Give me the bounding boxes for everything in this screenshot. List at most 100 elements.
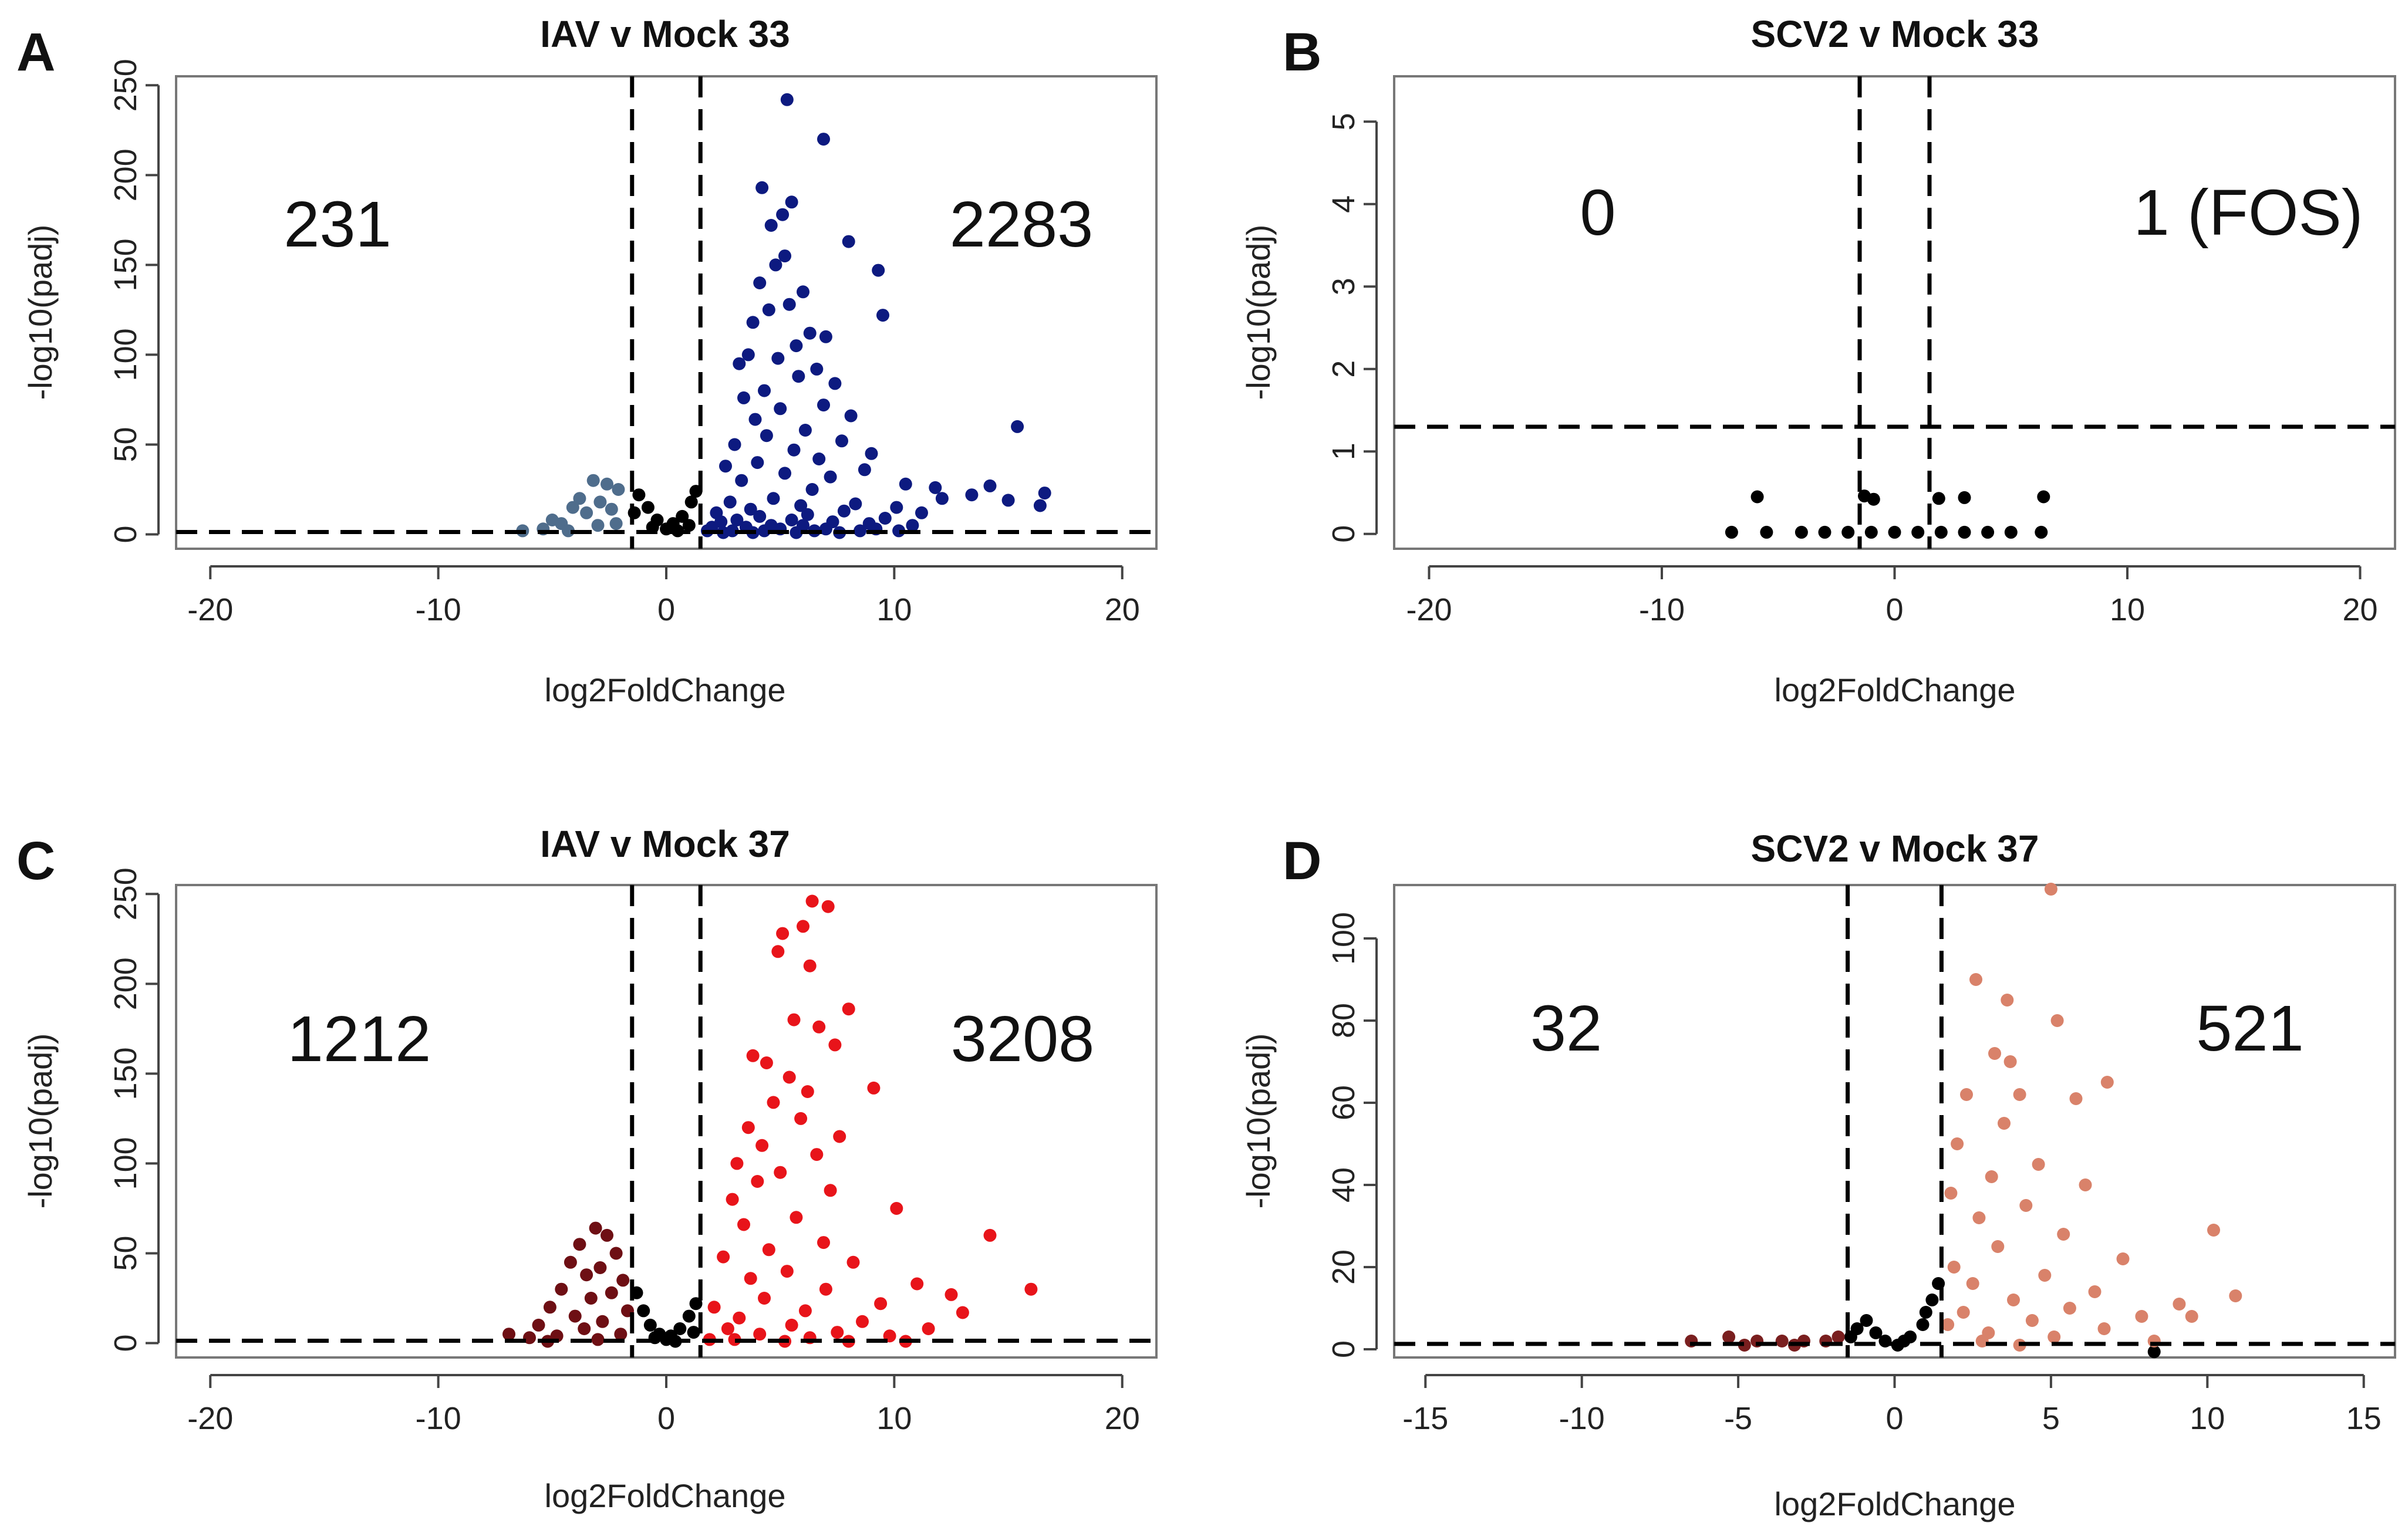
up-gene-point xyxy=(794,499,808,512)
up-gene-point xyxy=(744,502,757,516)
up-gene-point xyxy=(758,1292,771,1305)
neutral-gene-point xyxy=(1911,525,1925,539)
up-gene-point xyxy=(876,309,889,322)
threshold-lines xyxy=(1394,76,2395,549)
up-gene-point xyxy=(748,413,762,426)
up-gene-point xyxy=(1960,1088,1973,1101)
up-gene-point xyxy=(771,945,785,958)
neutral-gene-point xyxy=(641,501,655,514)
neutral-gene-point xyxy=(676,509,689,523)
up-gene-point xyxy=(785,514,798,526)
down-regulated-count: 0 xyxy=(1580,177,1615,249)
up-gene-point xyxy=(890,1202,903,1215)
up-gene-point xyxy=(2019,1199,2033,1212)
y-tick-label: 200 xyxy=(108,148,143,201)
up-gene-point xyxy=(787,443,801,457)
down-gene-point xyxy=(1722,1330,1736,1343)
neutral-gene-point xyxy=(673,1322,687,1335)
up-gene-point xyxy=(2173,1298,2186,1311)
up-gene-point xyxy=(812,1020,826,1034)
up-gene-point xyxy=(755,1139,769,1152)
x-tick-label: 5 xyxy=(2042,1401,2060,1436)
neutral-gene-point xyxy=(2004,525,2018,539)
up-gene-point xyxy=(805,483,819,496)
down-regulated-count: 231 xyxy=(284,188,392,261)
y-tick-label: 0 xyxy=(108,525,143,543)
x-tick-label: 20 xyxy=(1105,1401,1140,1436)
down-gene-point xyxy=(573,1238,586,1251)
down-regulated-count: 32 xyxy=(1530,992,1602,1065)
chart-title: IAV v Mock 33 xyxy=(540,13,790,55)
x-axis-label: log2FoldChange xyxy=(1775,671,2016,708)
up-gene-point xyxy=(1011,420,1024,433)
up-gene-point xyxy=(824,1184,837,1197)
x-tick-label: 0 xyxy=(1885,592,1903,627)
down-gene-point xyxy=(612,483,625,496)
up-gene-point xyxy=(794,1112,808,1125)
up-gene-point xyxy=(945,1288,958,1301)
down-gene-point xyxy=(589,1221,602,1235)
panel-b: B SCV2 v Mock 33 -20 -10 0 10 20 0 1 2 3 4 5 log2… xyxy=(1240,13,2396,708)
up-gene-point xyxy=(2032,1158,2045,1171)
up-gene-point xyxy=(751,1175,764,1188)
neutral-gene-point xyxy=(2147,1345,2161,1359)
down-gene-point xyxy=(566,501,579,514)
up-gene-point xyxy=(787,1013,801,1026)
y-tick-label: 100 xyxy=(1326,912,1361,965)
x-tick-label: 15 xyxy=(2346,1401,2382,1436)
plot-frame xyxy=(1393,884,2396,1359)
up-gene-point xyxy=(760,1056,773,1069)
neutral-gene-point xyxy=(1844,1330,1857,1343)
data-points xyxy=(516,93,1051,539)
neutral-gene-point xyxy=(628,506,641,519)
down-gene-point xyxy=(605,1286,618,1299)
up-gene-point xyxy=(771,352,785,365)
up-gene-point xyxy=(782,1070,796,1084)
panel-d: D SCV2 v Mock 37 -15 -10 -5 0 5 10 15 0 20 40 60 8… xyxy=(1240,828,2396,1522)
plot-frame xyxy=(175,884,1158,1359)
neutral-gene-point xyxy=(1981,525,1995,539)
up-gene-point xyxy=(767,492,780,505)
x-tick-label: -5 xyxy=(1724,1401,1752,1436)
up-gene-point xyxy=(805,894,819,908)
up-gene-point xyxy=(719,460,732,473)
down-gene-point xyxy=(609,517,623,531)
up-gene-point xyxy=(1969,973,1982,986)
up-gene-point xyxy=(790,526,803,539)
up-gene-point xyxy=(833,1130,846,1143)
neutral-gene-point xyxy=(1916,1318,1930,1331)
up-gene-point xyxy=(965,488,979,502)
down-gene-point xyxy=(555,1282,568,1296)
up-gene-point xyxy=(778,467,791,480)
panel-a: A IAV v Mock 33 -20 -10 0 10 20 0 50 100 150 200… xyxy=(16,13,1158,708)
down-gene-point xyxy=(586,474,600,487)
up-gene-point xyxy=(2050,1014,2064,1027)
up-gene-point xyxy=(780,93,794,106)
up-gene-point xyxy=(2185,1310,2198,1323)
x-tick-label: -10 xyxy=(1639,592,1685,627)
up-gene-point xyxy=(819,330,832,343)
up-gene-point xyxy=(837,504,851,518)
neutral-gene-point xyxy=(1925,1294,1939,1306)
down-gene-point xyxy=(543,1301,556,1314)
up-gene-point xyxy=(741,1121,755,1134)
up-gene-point xyxy=(1991,1240,2005,1253)
down-gene-point xyxy=(568,1309,582,1323)
y-axis: 0 20 40 60 80 100 xyxy=(1326,912,1378,1358)
neutral-gene-point xyxy=(1725,525,1738,539)
up-gene-point xyxy=(856,1315,869,1328)
up-gene-point xyxy=(1975,1335,1989,1348)
up-gene-point xyxy=(753,509,767,523)
up-gene-point xyxy=(929,481,942,494)
up-regulated-count: 1 (FOS) xyxy=(2133,177,2363,249)
neutral-gene-point xyxy=(682,519,696,532)
up-gene-point xyxy=(746,1049,760,1062)
neutral-gene-point xyxy=(1867,492,1880,506)
chart-title: SCV2 v Mock 37 xyxy=(1751,828,2039,870)
up-gene-point xyxy=(776,927,790,940)
threshold-lines xyxy=(176,885,1156,1357)
down-gene-point xyxy=(584,1292,598,1305)
neutral-gene-point xyxy=(1919,1306,1932,1319)
y-axis-label: -log10(padj) xyxy=(22,1034,59,1209)
x-axis-label: log2FoldChange xyxy=(1775,1485,2016,1522)
